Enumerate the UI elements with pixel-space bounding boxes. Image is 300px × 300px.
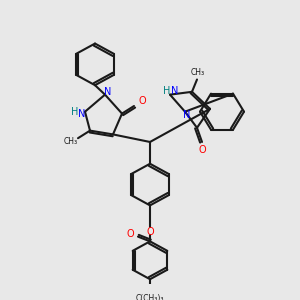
Text: H: H	[71, 107, 79, 117]
Text: N: N	[183, 110, 191, 121]
Text: H: H	[163, 86, 171, 96]
Text: O: O	[146, 227, 154, 237]
Text: CH₃: CH₃	[64, 136, 78, 146]
Text: O: O	[126, 229, 134, 239]
Text: N: N	[104, 87, 112, 97]
Text: O: O	[138, 96, 146, 106]
Text: C(CH₃)₃: C(CH₃)₃	[136, 294, 164, 300]
Text: O: O	[198, 145, 206, 154]
Text: N: N	[171, 86, 179, 96]
Text: CH₃: CH₃	[191, 68, 205, 77]
Text: N: N	[78, 109, 86, 118]
